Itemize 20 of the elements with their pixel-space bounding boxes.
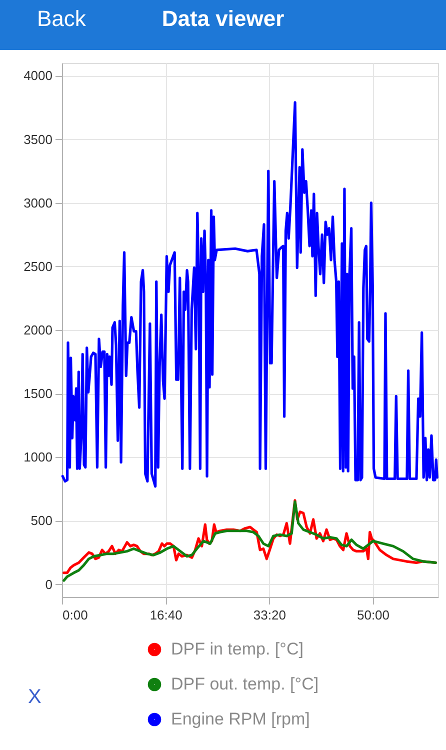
legend-label: Engine RPM [rpm] [171,710,310,728]
y-tick-label: 2000 [24,322,52,338]
y-tick-label: 3500 [24,132,52,147]
y-tick-label: 2500 [24,258,52,274]
y-tick-label: 1000 [24,450,52,465]
x-tick-label: 33:20 [253,608,286,622]
legend-label: DPF in temp. [°C] [171,640,304,658]
y-tick-label: 3000 [24,195,52,210]
chart-title: Data viewer [162,6,285,31]
x-tick-label: 50:00 [356,608,390,622]
x-tick-label: 0:00 [62,608,88,622]
y-tick-label: 1500 [24,386,52,402]
text: X [28,686,42,708]
legend-label: DPF out. temp. [°C] [171,674,319,694]
x-tick-label: 16:40 [150,608,182,622]
y-tick-label: 500 [30,513,52,528]
line-series [61,101,438,488]
text: Back [37,6,87,31]
y-tick-label: 4000 [24,68,52,84]
y-tick-label: 0 [45,576,52,592]
